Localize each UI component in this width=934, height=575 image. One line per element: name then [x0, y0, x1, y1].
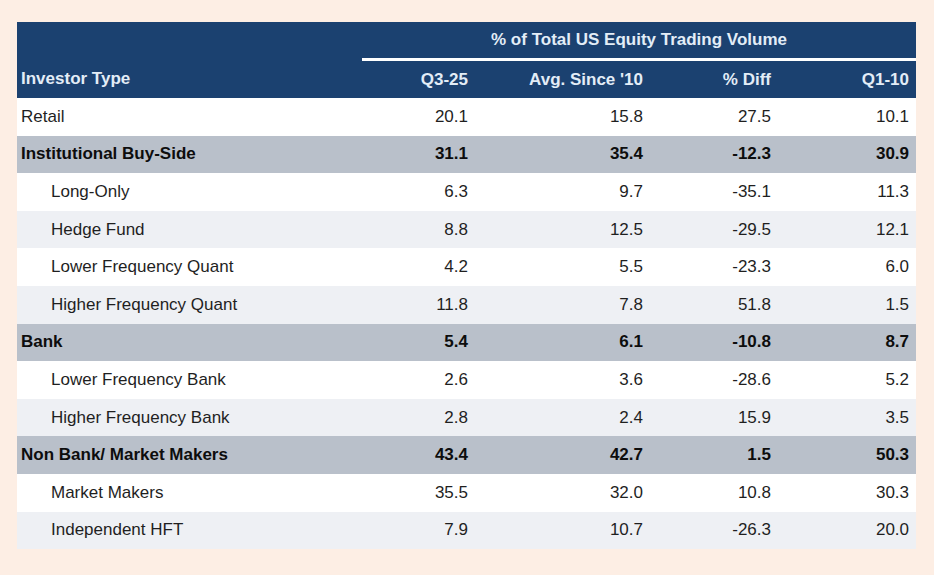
cell-q1-10: 6.0	[778, 248, 916, 286]
row-label: Institutional Buy-Side	[17, 136, 362, 174]
cell-avg-since-10: 6.1	[475, 324, 650, 362]
table-row-market-makers: Market Makers 35.5 32.0 10.8 30.3	[17, 474, 916, 512]
cell-pct-diff: -28.6	[650, 361, 778, 399]
cell-q3-25: 31.1	[362, 136, 475, 174]
cell-q3-25: 4.2	[362, 248, 475, 286]
table-title-row: % of Total US Equity Trading Volume	[17, 22, 916, 60]
column-header-row: Investor Type Q3-25 Avg. Since '10 % Dif…	[17, 60, 916, 99]
table-row-bank: Bank 5.4 6.1 -10.8 8.7	[17, 324, 916, 362]
column-header-pct-diff: % Diff	[650, 60, 778, 99]
column-header-investor-type: Investor Type	[17, 60, 362, 99]
column-header-q1-10: Q1-10	[778, 60, 916, 99]
cell-pct-diff: -26.3	[650, 512, 778, 550]
cell-q1-10: 30.9	[778, 136, 916, 174]
cell-pct-diff: -10.8	[650, 324, 778, 362]
row-label: Long-Only	[17, 173, 362, 211]
cell-q3-25: 2.6	[362, 361, 475, 399]
cell-avg-since-10: 5.5	[475, 248, 650, 286]
title-row-spacer	[17, 22, 362, 60]
cell-avg-since-10: 35.4	[475, 136, 650, 174]
row-label: Higher Frequency Bank	[17, 399, 362, 437]
cell-q3-25: 35.5	[362, 474, 475, 512]
cell-q1-10: 10.1	[778, 98, 916, 136]
cell-pct-diff: 1.5	[650, 436, 778, 474]
table-body: Retail 20.1 15.8 27.5 10.1 Institutional…	[17, 98, 916, 549]
cell-q1-10: 1.5	[778, 286, 916, 324]
table-header: % of Total US Equity Trading Volume Inve…	[17, 22, 916, 98]
cell-q3-25: 20.1	[362, 98, 475, 136]
cell-pct-diff: 10.8	[650, 474, 778, 512]
cell-q1-10: 3.5	[778, 399, 916, 437]
cell-avg-since-10: 32.0	[475, 474, 650, 512]
cell-q1-10: 11.3	[778, 173, 916, 211]
row-label: Retail	[17, 98, 362, 136]
table-row-institutional-buy-side: Institutional Buy-Side 31.1 35.4 -12.3 3…	[17, 136, 916, 174]
data-table: % of Total US Equity Trading Volume Inve…	[17, 22, 916, 549]
cell-q3-25: 6.3	[362, 173, 475, 211]
cell-q3-25: 8.8	[362, 211, 475, 249]
cell-q3-25: 2.8	[362, 399, 475, 437]
cell-pct-diff: -35.1	[650, 173, 778, 211]
table-row-lower-frequency-quant: Lower Frequency Quant 4.2 5.5 -23.3 6.0	[17, 248, 916, 286]
cell-q1-10: 50.3	[778, 436, 916, 474]
row-label: Bank	[17, 324, 362, 362]
table-row-independent-hft: Independent HFT 7.9 10.7 -26.3 20.0	[17, 512, 916, 550]
column-header-q3-25: Q3-25	[362, 60, 475, 99]
cell-q1-10: 12.1	[778, 211, 916, 249]
cell-pct-diff: 15.9	[650, 399, 778, 437]
table-row-long-only: Long-Only 6.3 9.7 -35.1 11.3	[17, 173, 916, 211]
cell-q1-10: 5.2	[778, 361, 916, 399]
row-label: Lower Frequency Bank	[17, 361, 362, 399]
column-header-avg-since-10: Avg. Since '10	[475, 60, 650, 99]
cell-pct-diff: -23.3	[650, 248, 778, 286]
cell-q3-25: 11.8	[362, 286, 475, 324]
cell-pct-diff: 51.8	[650, 286, 778, 324]
cell-q1-10: 20.0	[778, 512, 916, 550]
table-row-hedge-fund: Hedge Fund 8.8 12.5 -29.5 12.1	[17, 211, 916, 249]
row-label: Higher Frequency Quant	[17, 286, 362, 324]
row-label: Non Bank/ Market Makers	[17, 436, 362, 474]
table-row-higher-frequency-bank: Higher Frequency Bank 2.8 2.4 15.9 3.5	[17, 399, 916, 437]
cell-pct-diff: -12.3	[650, 136, 778, 174]
table-row-higher-frequency-quant: Higher Frequency Quant 11.8 7.8 51.8 1.5	[17, 286, 916, 324]
page-background: { "page": { "background_color": "#fdeee4…	[0, 0, 934, 575]
cell-pct-diff: -29.5	[650, 211, 778, 249]
table-row-non-bank-market-makers: Non Bank/ Market Makers 43.4 42.7 1.5 50…	[17, 436, 916, 474]
cell-avg-since-10: 9.7	[475, 173, 650, 211]
cell-avg-since-10: 42.7	[475, 436, 650, 474]
cell-pct-diff: 27.5	[650, 98, 778, 136]
table-title: % of Total US Equity Trading Volume	[362, 22, 916, 60]
cell-avg-since-10: 10.7	[475, 512, 650, 550]
cell-q3-25: 5.4	[362, 324, 475, 362]
cell-q1-10: 8.7	[778, 324, 916, 362]
cell-avg-since-10: 15.8	[475, 98, 650, 136]
row-label: Hedge Fund	[17, 211, 362, 249]
row-label: Lower Frequency Quant	[17, 248, 362, 286]
cell-avg-since-10: 3.6	[475, 361, 650, 399]
table-row-lower-frequency-bank: Lower Frequency Bank 2.6 3.6 -28.6 5.2	[17, 361, 916, 399]
cell-q1-10: 30.3	[778, 474, 916, 512]
cell-avg-since-10: 12.5	[475, 211, 650, 249]
row-label: Independent HFT	[17, 512, 362, 550]
row-label: Market Makers	[17, 474, 362, 512]
cell-avg-since-10: 7.8	[475, 286, 650, 324]
trading-volume-table: % of Total US Equity Trading Volume Inve…	[17, 22, 916, 549]
table-row-retail: Retail 20.1 15.8 27.5 10.1	[17, 98, 916, 136]
cell-q3-25: 7.9	[362, 512, 475, 550]
cell-q3-25: 43.4	[362, 436, 475, 474]
cell-avg-since-10: 2.4	[475, 399, 650, 437]
